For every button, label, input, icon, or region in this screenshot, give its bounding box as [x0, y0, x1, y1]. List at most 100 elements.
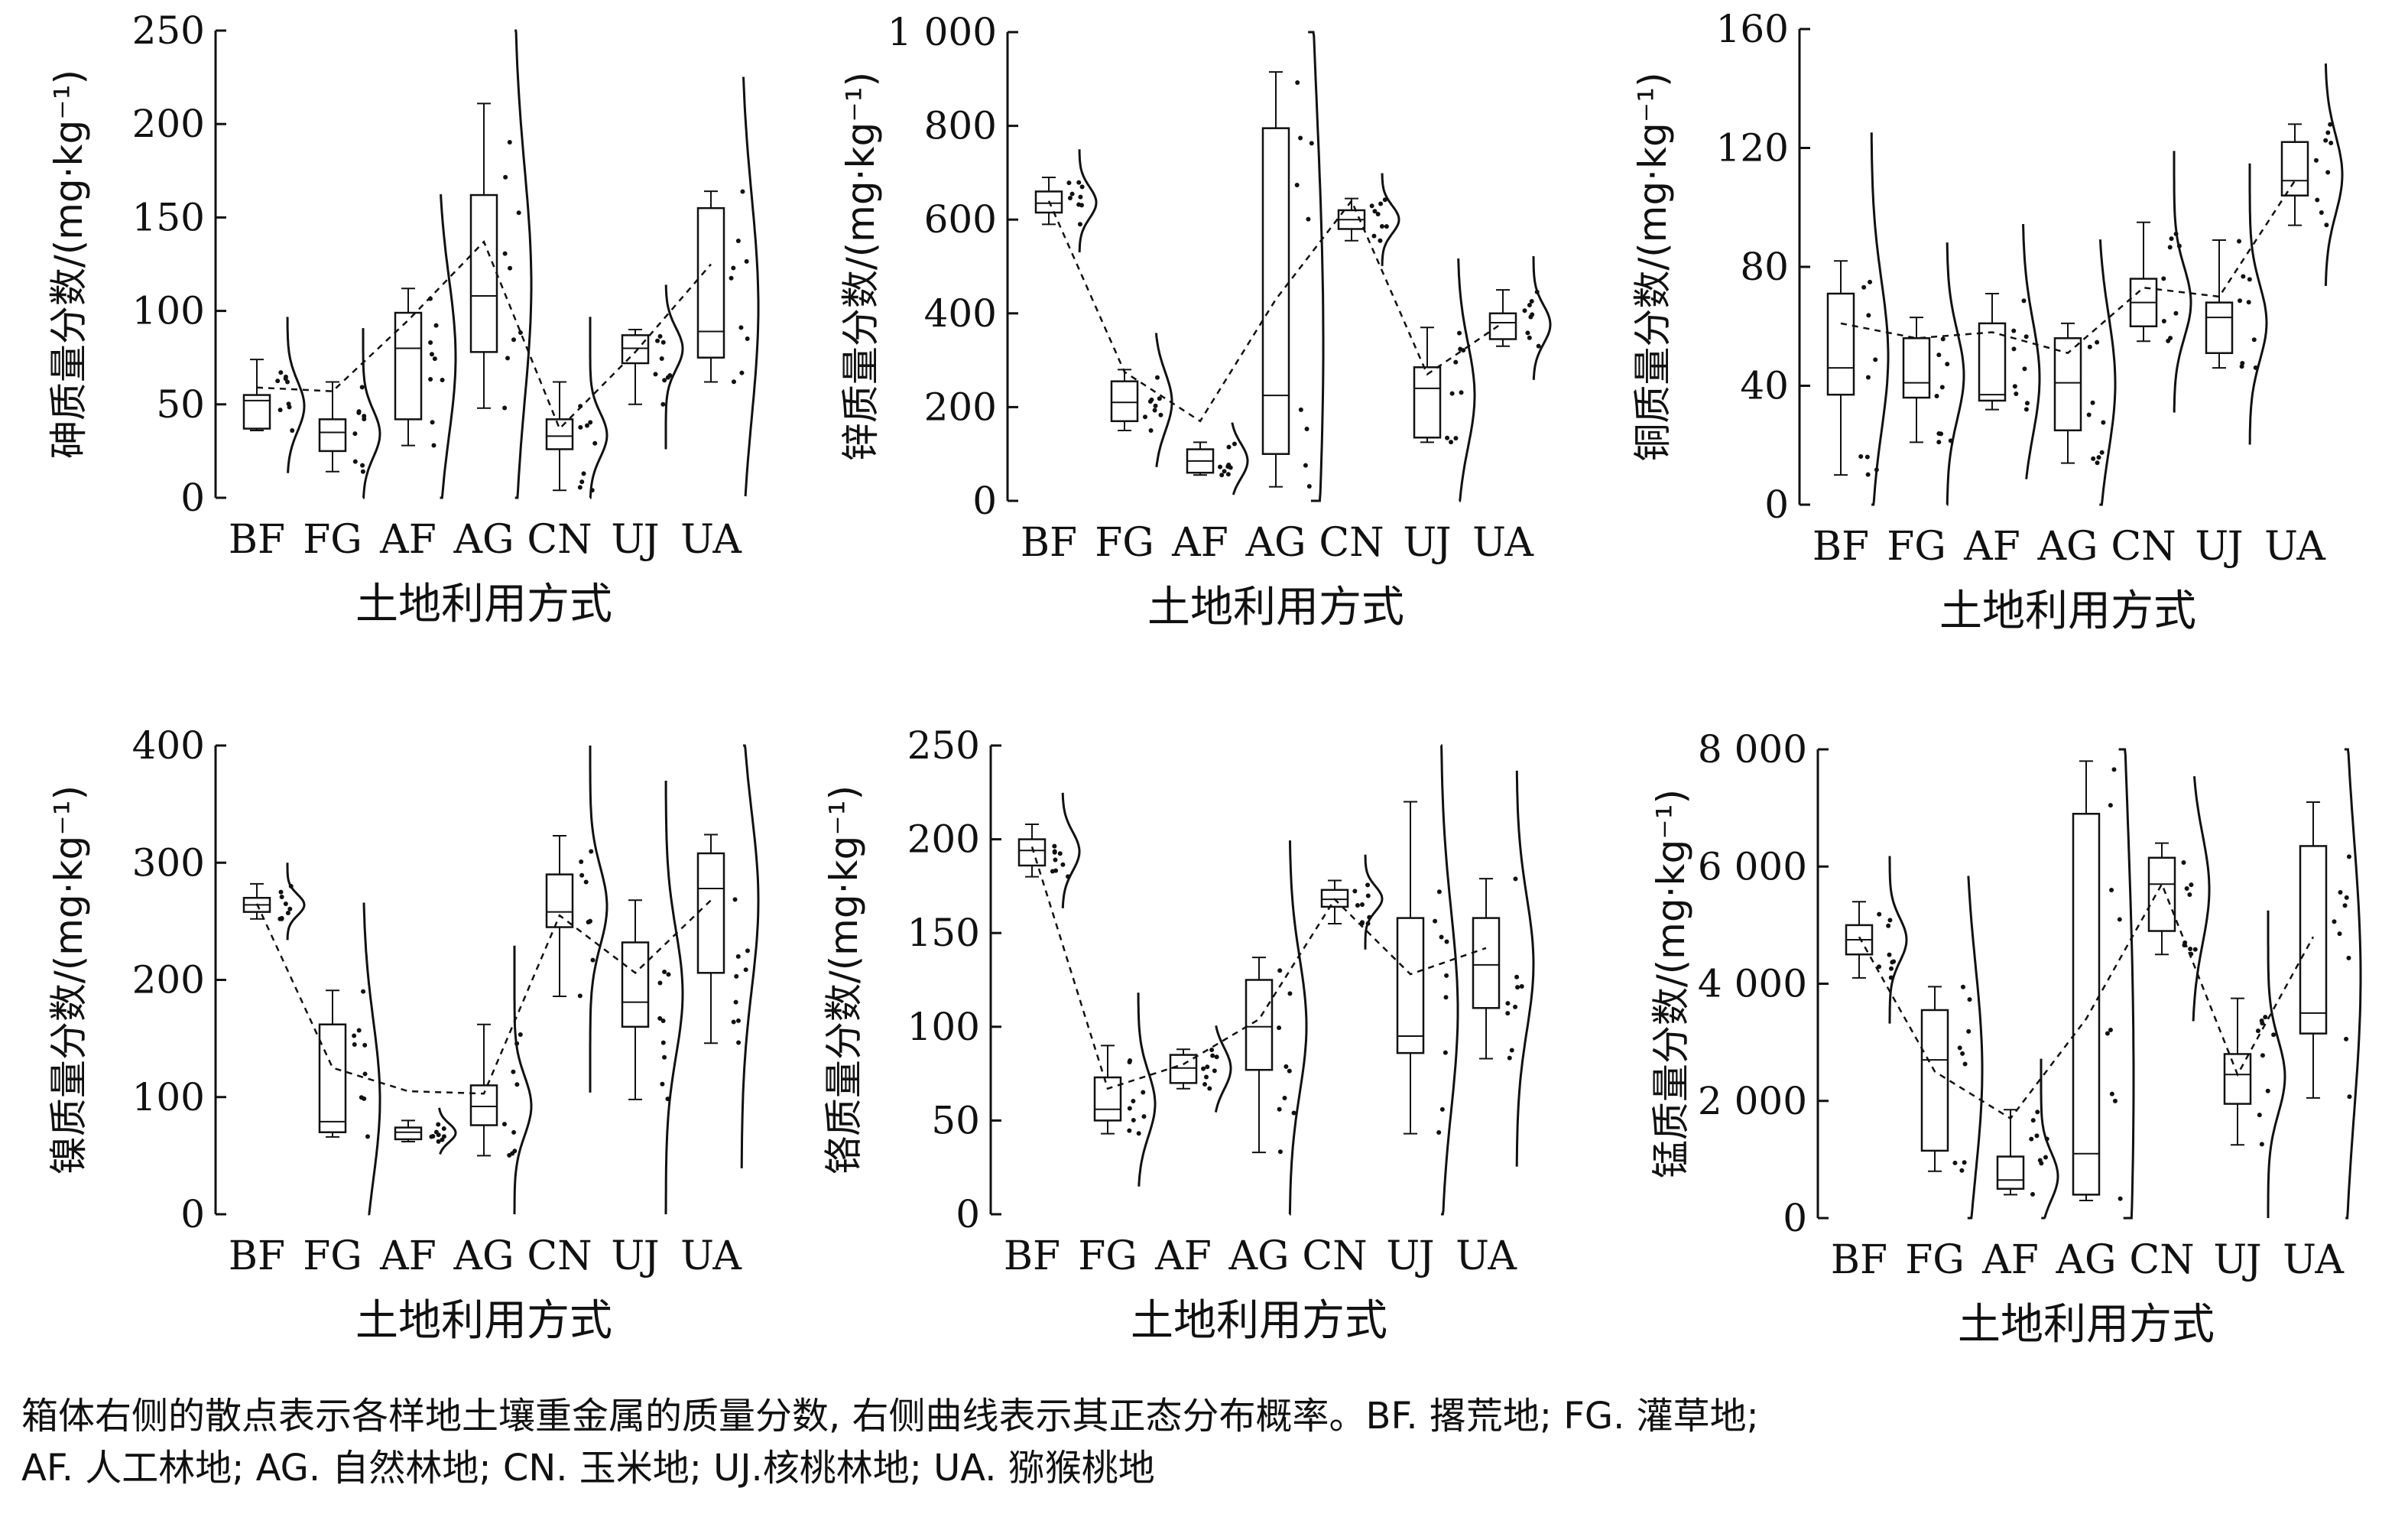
x-axis-title: 土地利用方式 [1131, 1296, 1387, 1346]
scatter-point [1877, 911, 1882, 917]
y-tick-label: 200 [132, 102, 205, 146]
box-body [2147, 856, 2176, 932]
x-tick-label: AF [1963, 524, 2020, 570]
box-UA [696, 744, 760, 1168]
box-body [1110, 380, 1139, 423]
scatter-point [518, 330, 523, 336]
scatter-point [2095, 460, 2100, 466]
x-tick-label: UJ [611, 517, 659, 563]
scatter-point [1890, 960, 1895, 965]
scatter-point [1868, 279, 1873, 284]
scatter-point [584, 423, 589, 428]
scatter-point [1936, 353, 1942, 358]
scatter-point [1939, 385, 1945, 390]
distribution-curve [438, 1107, 457, 1155]
y-axis-label: 铜质量分数/(mg·kg⁻¹) [1631, 72, 1675, 461]
y-tick-label: 8 000 [1698, 727, 1807, 772]
scatter-point [430, 420, 435, 425]
y-tick-label: 0 [1783, 1196, 1807, 1240]
scatter-point [511, 1129, 517, 1135]
distribution-curve [2098, 239, 2117, 506]
scatter-point [2192, 947, 2198, 952]
mean-trend-line [1858, 882, 2315, 1120]
scatter-point [2101, 420, 2106, 425]
distribution-curve [2344, 748, 2362, 1220]
distribution-curve [1967, 876, 1984, 1220]
scatter-point [732, 897, 738, 902]
x-tick-label: CN [1319, 520, 1384, 566]
scatter-point [1458, 346, 1463, 352]
x-tick-label: AF [1154, 1233, 1212, 1279]
scatter-point [1365, 893, 1371, 898]
caption-line-2: AF. 人工林地; AG. 自然林地; CN. 玉米地; UJ.核桃林地; UA… [21, 1447, 1155, 1490]
scatter-point [2021, 298, 2027, 304]
scatter-point [2014, 391, 2019, 397]
scatter-point [2109, 1091, 2114, 1097]
scatter-point [592, 440, 598, 446]
scatter-point [1962, 1061, 1968, 1067]
x-tick-label: FG [1078, 1233, 1137, 1279]
scatter-point [2240, 361, 2245, 366]
box-body [469, 193, 498, 353]
scatter-point [1515, 985, 1520, 990]
scatter-point [2328, 122, 2333, 127]
distribution-curve [2248, 163, 2268, 445]
distribution-curve [286, 317, 306, 473]
scatter-point [279, 894, 284, 899]
scatter-point [743, 967, 748, 973]
scatter-point [731, 1019, 736, 1025]
scatter-point [2189, 882, 2194, 888]
y-tick-label: 6 000 [1698, 844, 1807, 889]
scatter-point [2338, 889, 2343, 895]
x-tick-label: UA [680, 1233, 742, 1279]
y-tick-label: 0 [180, 1192, 205, 1236]
scatter-point [502, 405, 508, 411]
scatter-point [1154, 375, 1160, 380]
box-UA [1472, 770, 1535, 1167]
distribution-curve [742, 76, 760, 497]
distribution-curve [286, 863, 306, 941]
x-tick-label: AF [1981, 1237, 2039, 1283]
scatter-point [2039, 1161, 2044, 1166]
scatter-point [278, 370, 284, 375]
scatter-point [1443, 1050, 1448, 1055]
chart-panel-5: 0 50 100 150 200 250 铬质量分数/(mg·kg⁻¹) BF FG AF AG CN… [822, 723, 1535, 1346]
scatter-point [360, 469, 365, 474]
scatter-point [1277, 1106, 1282, 1112]
scatter-point [361, 989, 366, 994]
distribution-curve [1231, 422, 1249, 495]
scatter-point [1131, 1117, 1136, 1123]
scatter-point [290, 428, 295, 434]
scatter-point [734, 973, 739, 979]
scatter-point [287, 906, 293, 911]
scatter-point [1936, 440, 1942, 445]
box-FG [318, 328, 381, 499]
scatter-point [589, 849, 594, 854]
scatter-point [579, 859, 584, 865]
scatter-point [1287, 1068, 1292, 1074]
scatter-point [577, 993, 583, 999]
scatter-point [1861, 284, 1867, 290]
x-tick-label: UJ [1403, 520, 1451, 566]
x-tick-label: BF [1021, 520, 1077, 566]
y-tick-label: 200 [924, 385, 997, 429]
x-tick-label: UJ [2195, 524, 2243, 570]
box-UJ [621, 781, 684, 1214]
y-tick-label: 100 [907, 1005, 980, 1049]
scatter-point [2011, 328, 2017, 333]
scatter-point [429, 1134, 434, 1139]
scatter-point [2043, 1155, 2048, 1160]
y-tick-label: 600 [924, 197, 997, 242]
scatter-point [740, 189, 745, 194]
scatter-point [359, 1095, 364, 1100]
scatter-point [2187, 892, 2192, 897]
scatter-point [2118, 1196, 2123, 1201]
scatter-point [745, 336, 750, 342]
scatter-point [1207, 1086, 1212, 1091]
scatter-point [1218, 464, 1223, 469]
box-CN [2147, 776, 2211, 1022]
scatter-point [1153, 403, 1158, 408]
x-tick-label: CN [2129, 1237, 2194, 1283]
scatter-point [662, 378, 667, 383]
